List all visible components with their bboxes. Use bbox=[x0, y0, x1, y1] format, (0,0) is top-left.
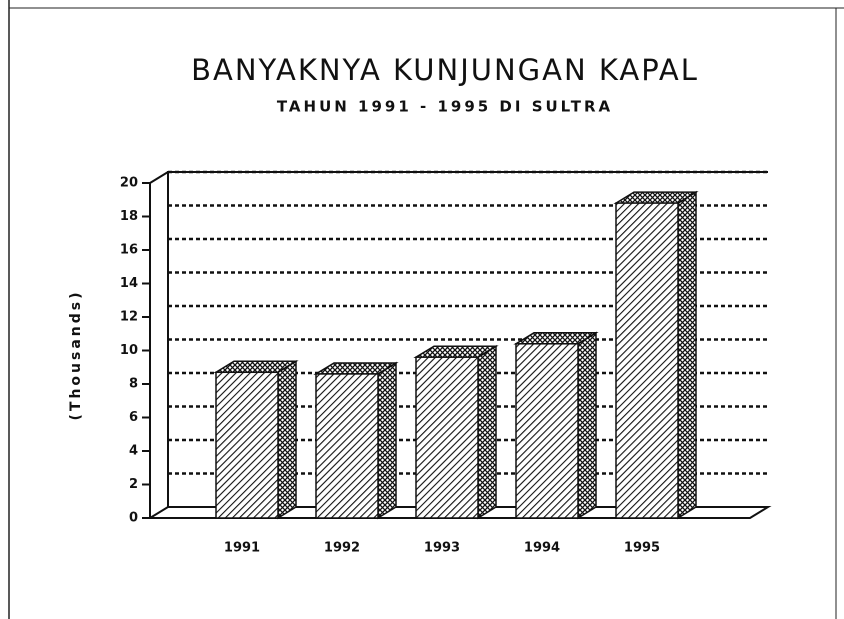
x-tick-label: 1991 bbox=[224, 541, 260, 556]
bar bbox=[615, 202, 679, 519]
bar bbox=[215, 371, 279, 519]
y-axis-label: (Thousands) bbox=[68, 290, 84, 421]
x-tick-label: 1993 bbox=[424, 541, 460, 556]
y-tick-label: 20 bbox=[120, 176, 138, 191]
y-tick-label: 6 bbox=[129, 410, 138, 425]
bar bbox=[315, 373, 379, 519]
chart-title: BANYAKNYA KUNJUNGAN KAPAL bbox=[191, 53, 699, 87]
y-tick-label: 18 bbox=[120, 209, 138, 224]
y-tick-label: 12 bbox=[120, 310, 138, 325]
bar-side bbox=[377, 361, 397, 520]
bar-side bbox=[477, 344, 497, 520]
bar bbox=[515, 343, 579, 519]
y-tick-label: 2 bbox=[129, 477, 138, 492]
x-tick-label: 1995 bbox=[624, 541, 660, 556]
y-tick-label: 10 bbox=[120, 343, 138, 358]
bar-side bbox=[677, 190, 697, 520]
y-tick-label: 14 bbox=[120, 276, 138, 291]
x-tick-label: 1994 bbox=[524, 541, 560, 556]
bar-side bbox=[577, 331, 597, 520]
y-tick-label: 8 bbox=[129, 377, 138, 392]
x-tick-label: 1992 bbox=[324, 541, 360, 556]
y-tick-label: 0 bbox=[129, 511, 138, 526]
bar bbox=[415, 356, 479, 519]
y-tick-label: 16 bbox=[120, 243, 138, 258]
y-tick-label: 4 bbox=[129, 444, 138, 459]
chart-subtitle: TAHUN 1991 - 1995 DI SULTRA bbox=[277, 98, 613, 116]
bar-side bbox=[277, 359, 297, 520]
wall-edge bbox=[149, 171, 169, 184]
